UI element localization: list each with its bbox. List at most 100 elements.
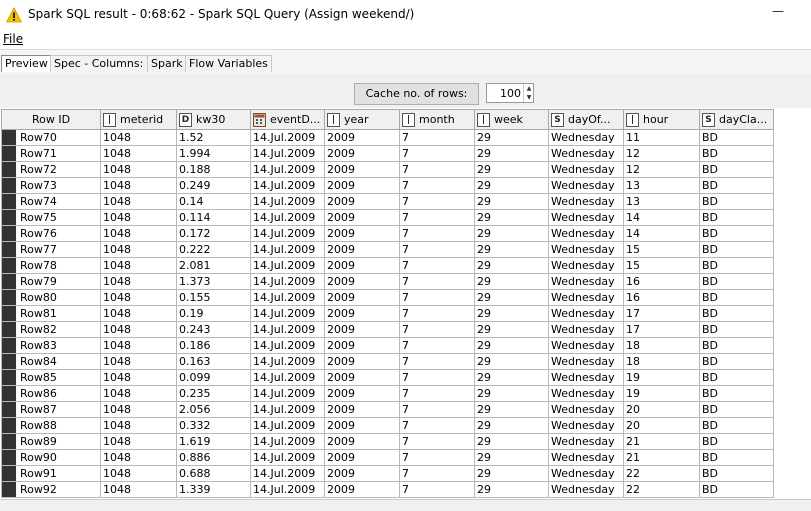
table-cell[interactable]: 1048 <box>100 369 177 386</box>
table-cell[interactable]: 2009 <box>324 353 400 370</box>
table-cell[interactable]: 0.186 <box>176 337 251 354</box>
table-cell[interactable]: 2009 <box>324 321 400 338</box>
table-cell[interactable]: 2009 <box>324 145 400 162</box>
table-row[interactable]: Row90 1048 0.886 14.Jul.2009 2009 7 29 Wednesda… <box>1 449 774 466</box>
table-row[interactable]: Row85 1048 0.099 14.Jul.2009 2009 7 29 Wednesda… <box>1 369 774 386</box>
table-cell[interactable]: 2009 <box>324 225 400 242</box>
table-cell[interactable]: BD <box>699 177 774 194</box>
table-cell[interactable]: Wednesday <box>548 353 624 370</box>
table-cell[interactable]: 1048 <box>100 209 177 226</box>
row-id-cell[interactable]: Row79 <box>1 273 101 290</box>
table-cell[interactable]: 1048 <box>100 401 177 418</box>
table-row[interactable]: Row84 1048 0.163 14.Jul.2009 2009 7 29 Wednesda… <box>1 353 774 370</box>
row-id-cell[interactable]: Row76 <box>1 225 101 242</box>
column-header[interactable]: eventD... <box>250 109 325 130</box>
table-cell[interactable]: 1048 <box>100 337 177 354</box>
table-cell[interactable]: BD <box>699 369 774 386</box>
table-row[interactable]: Row83 1048 0.186 14.Jul.2009 2009 7 29 Wednesda… <box>1 337 774 354</box>
table-cell[interactable]: 7 <box>399 305 475 322</box>
table-cell[interactable]: 29 <box>474 273 549 290</box>
table-cell[interactable]: 14.Jul.2009 <box>250 289 325 306</box>
table-cell[interactable]: BD <box>699 401 774 418</box>
table-row[interactable]: Row76 1048 0.172 14.Jul.2009 2009 7 29 Wednesda… <box>1 225 774 242</box>
table-cell[interactable]: 22 <box>623 481 700 498</box>
table-cell[interactable]: BD <box>699 481 774 498</box>
table-cell[interactable]: 1048 <box>100 465 177 482</box>
table-cell[interactable]: 0.188 <box>176 161 251 178</box>
row-id-cell[interactable]: Row73 <box>1 177 101 194</box>
table-cell[interactable]: Wednesday <box>548 161 624 178</box>
table-cell[interactable]: 1.339 <box>176 481 251 498</box>
table-cell[interactable]: BD <box>699 193 774 210</box>
column-header[interactable]: Row ID <box>1 109 101 130</box>
row-id-cell[interactable]: Row86 <box>1 385 101 402</box>
table-cell[interactable]: 19 <box>623 385 700 402</box>
table-cell[interactable]: Wednesday <box>548 417 624 434</box>
table-cell[interactable]: Wednesday <box>548 209 624 226</box>
table-cell[interactable]: 2009 <box>324 401 400 418</box>
column-header[interactable]: | week <box>474 109 549 130</box>
table-cell[interactable]: 1048 <box>100 177 177 194</box>
table-cell[interactable]: 1048 <box>100 433 177 450</box>
table-row[interactable]: Row79 1048 1.373 14.Jul.2009 2009 7 29 Wednesda… <box>1 273 774 290</box>
table-cell[interactable]: 20 <box>623 401 700 418</box>
table-cell[interactable]: 29 <box>474 177 549 194</box>
table-cell[interactable]: 14.Jul.2009 <box>250 385 325 402</box>
table-row[interactable]: Row91 1048 0.688 14.Jul.2009 2009 7 29 Wednesda… <box>1 465 774 482</box>
table-cell[interactable]: 7 <box>399 449 475 466</box>
table-cell[interactable]: Wednesday <box>548 449 624 466</box>
table-cell[interactable]: 2009 <box>324 385 400 402</box>
row-id-cell[interactable]: Row83 <box>1 337 101 354</box>
table-cell[interactable]: 0.332 <box>176 417 251 434</box>
table-cell[interactable]: 29 <box>474 465 549 482</box>
table-cell[interactable]: 1048 <box>100 193 177 210</box>
table-cell[interactable]: 2009 <box>324 465 400 482</box>
table-cell[interactable]: 0.235 <box>176 385 251 402</box>
table-cell[interactable]: 2009 <box>324 177 400 194</box>
table-cell[interactable]: 2009 <box>324 129 400 146</box>
table-cell[interactable]: BD <box>699 449 774 466</box>
table-cell[interactable]: 7 <box>399 481 475 498</box>
table-cell[interactable]: BD <box>699 209 774 226</box>
table-cell[interactable]: 29 <box>474 369 549 386</box>
table-row[interactable]: Row86 1048 0.235 14.Jul.2009 2009 7 29 Wednesda… <box>1 385 774 402</box>
spinner-arrows[interactable]: ▲ ▼ <box>523 84 534 102</box>
table-cell[interactable]: 12 <box>623 145 700 162</box>
table-cell[interactable]: Wednesday <box>548 337 624 354</box>
row-id-cell[interactable]: Row70 <box>1 129 101 146</box>
cache-rows-button[interactable]: Cache no. of rows: <box>354 83 479 105</box>
table-cell[interactable]: 17 <box>623 305 700 322</box>
table-cell[interactable]: Wednesday <box>548 385 624 402</box>
table-cell[interactable]: 1048 <box>100 481 177 498</box>
row-id-cell[interactable]: Row71 <box>1 145 101 162</box>
table-cell[interactable]: 0.172 <box>176 225 251 242</box>
table-cell[interactable]: 29 <box>474 241 549 258</box>
spinner-up-icon[interactable]: ▲ <box>526 85 532 92</box>
table-cell[interactable]: 2009 <box>324 209 400 226</box>
table-cell[interactable]: 7 <box>399 241 475 258</box>
table-cell[interactable]: 14.Jul.2009 <box>250 209 325 226</box>
table-cell[interactable]: 29 <box>474 417 549 434</box>
table-cell[interactable]: 14.Jul.2009 <box>250 145 325 162</box>
row-id-cell[interactable]: Row85 <box>1 369 101 386</box>
table-cell[interactable]: 2009 <box>324 305 400 322</box>
cache-rows-input[interactable] <box>487 84 523 102</box>
table-row[interactable]: Row78 1048 2.081 14.Jul.2009 2009 7 29 Wednesda… <box>1 257 774 274</box>
table-cell[interactable]: 1048 <box>100 273 177 290</box>
table-cell[interactable]: BD <box>699 145 774 162</box>
table-row[interactable]: Row81 1048 0.19 14.Jul.2009 2009 7 29 Wednesday… <box>1 305 774 322</box>
table-cell[interactable]: 1048 <box>100 385 177 402</box>
table-cell[interactable]: Wednesday <box>548 321 624 338</box>
table-cell[interactable]: 2009 <box>324 289 400 306</box>
table-cell[interactable]: 14.Jul.2009 <box>250 129 325 146</box>
table-cell[interactable]: 2009 <box>324 161 400 178</box>
table-cell[interactable]: Wednesday <box>548 129 624 146</box>
table-cell[interactable]: Wednesday <box>548 273 624 290</box>
table-cell[interactable]: 7 <box>399 225 475 242</box>
table-cell[interactable]: 2.081 <box>176 257 251 274</box>
table-cell[interactable]: 16 <box>623 289 700 306</box>
table-row[interactable]: Row72 1048 0.188 14.Jul.2009 2009 7 29 Wednesda… <box>1 161 774 178</box>
table-cell[interactable]: BD <box>699 337 774 354</box>
table-cell[interactable]: 7 <box>399 353 475 370</box>
table-row[interactable]: Row70 1048 1.52 14.Jul.2009 2009 7 29 Wednesday… <box>1 129 774 146</box>
